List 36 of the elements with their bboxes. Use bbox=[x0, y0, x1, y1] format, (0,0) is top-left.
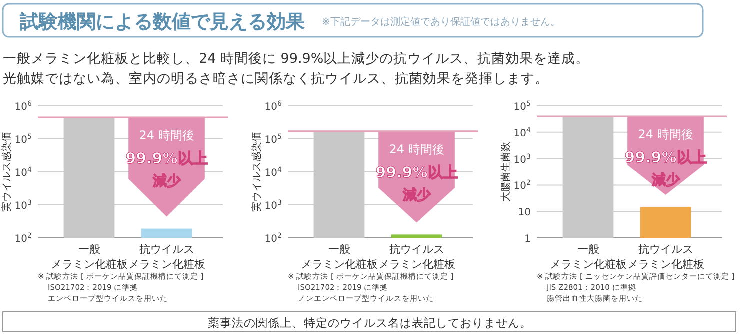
y-tick-label: 10$^{6}$ bbox=[14, 100, 33, 113]
text: 一般メラミン化粧板と比較し、24 時間後に 99.9%以上減少の抗ウイルス、抗菌効果を達成。 bbox=[3, 51, 590, 67]
y-axis-title: 実ウイルス感染価 bbox=[1, 132, 13, 212]
x-tick-label: 一般メラミン化粧板 bbox=[300, 243, 378, 271]
y-tick-label: 10$^{4}$ bbox=[14, 166, 33, 179]
y-tick-label: 10 bbox=[518, 208, 531, 219]
y-tick-label: 10$^{4}$ bbox=[264, 166, 283, 179]
y-tick-label: 1 bbox=[524, 234, 531, 245]
text: 光触媒ではない為、室内の明るさ暗さに関係なく抗ウイルス、抗菌効果を発揮します。 bbox=[3, 71, 549, 87]
y-tick-label: 10$^{5}$ bbox=[264, 133, 282, 146]
annotation: 減少 bbox=[402, 187, 432, 204]
y-axis-title: 実ウイルス感染価 bbox=[251, 132, 263, 212]
y-tick-label: 10$^{3}$ bbox=[264, 199, 282, 212]
annotation: 24 時間後 bbox=[389, 142, 444, 156]
y-tick-label: 10$^{3}$ bbox=[14, 199, 32, 212]
y-tick-label: 10$^{4}$ bbox=[514, 126, 532, 140]
annotation: 減少 bbox=[152, 173, 182, 190]
y-tick-label: 10$^{6}$ bbox=[264, 100, 283, 113]
x-tick-label: 抗ウイルスメラミン化粧板 bbox=[627, 243, 704, 271]
annotation: 減少 bbox=[650, 172, 681, 189]
x-tick-label: 抗ウイルスメラミン化粧板 bbox=[378, 243, 456, 271]
text: ※下記データは測定値であり保証値ではありません。 bbox=[322, 16, 560, 28]
y-axis-title: 大腸菌生菌数 bbox=[500, 142, 512, 202]
annotation: 24 時間後 bbox=[139, 128, 194, 142]
x-tick-label: 一般メラミン化粧板 bbox=[550, 243, 627, 271]
y-tick-label: 10$^{2}$ bbox=[14, 232, 32, 245]
text: 試験機関による数値で見える効果 bbox=[19, 11, 306, 33]
x-tick-label: 一般メラミン化粧板 bbox=[50, 243, 128, 271]
y-tick-label: 10$^{2}$ bbox=[514, 179, 531, 192]
y-tick-label: 10$^{5}$ bbox=[14, 133, 32, 146]
y-tick-label: 10$^{5}$ bbox=[514, 100, 531, 113]
y-tick-label: 10$^{2}$ bbox=[264, 232, 282, 245]
x-tick-label: 抗ウイルスメラミン化粧板 bbox=[128, 243, 206, 271]
text: 薬事法の関係上、特定のウイルス名は表記しておりません。 bbox=[208, 316, 532, 330]
y-tick-label: 10$^{3}$ bbox=[514, 152, 531, 166]
annotation: 24 時間後 bbox=[638, 128, 694, 142]
